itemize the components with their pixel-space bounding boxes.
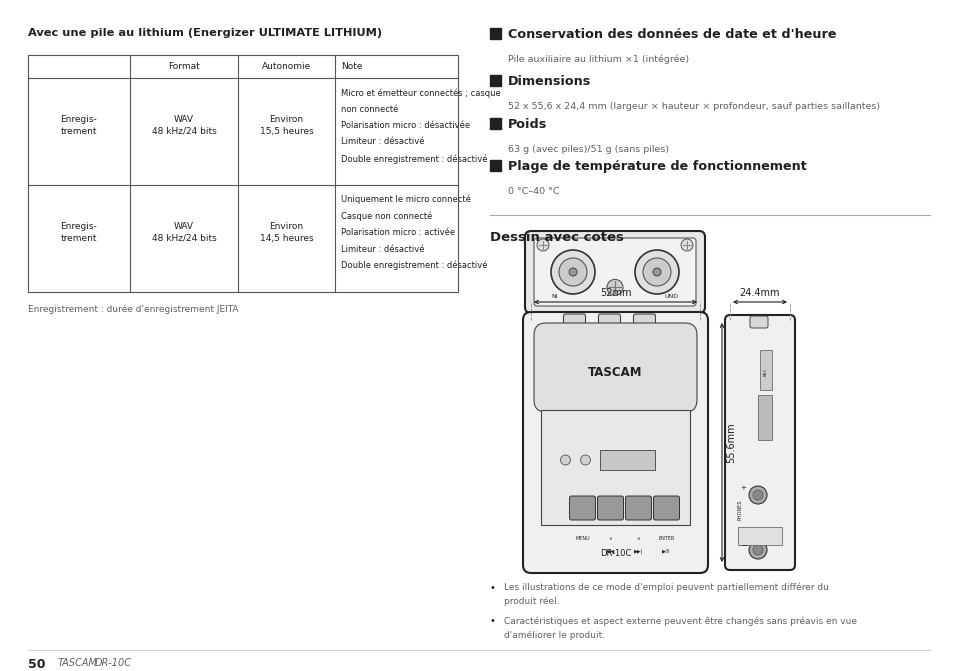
Bar [760,350,771,390]
Circle shape [606,279,622,295]
Text: +: + [740,485,745,491]
Text: Les illustrations de ce mode d'emploi peuvent partiellement différer du: Les illustrations de ce mode d'emploi pe… [503,583,828,592]
Text: ▶▶|: ▶▶| [633,548,642,554]
Circle shape [652,268,660,276]
Circle shape [748,541,766,559]
FancyBboxPatch shape [534,323,697,412]
Circle shape [551,250,595,294]
Text: TASCAM: TASCAM [58,658,97,668]
FancyBboxPatch shape [598,314,619,328]
Text: Polarisation micro : désactivée: Polarisation micro : désactivée [340,121,470,130]
FancyBboxPatch shape [633,314,655,328]
FancyBboxPatch shape [534,238,696,306]
Text: DR-10C: DR-10C [599,548,631,558]
Text: ENTER: ENTER [658,536,674,541]
FancyBboxPatch shape [524,231,704,313]
Text: •: • [490,616,496,626]
Circle shape [635,250,679,294]
Bar [540,410,689,525]
Text: Uniquement le micro connecté: Uniquement le micro connecté [340,195,471,205]
FancyBboxPatch shape [522,312,707,573]
Bar [738,527,781,545]
Text: PHONES: PHONES [738,500,742,520]
Text: NI: NI [551,294,558,299]
Text: Double enregistrement : désactivé: Double enregistrement : désactivé [340,154,487,164]
Text: Format: Format [168,62,200,71]
Text: ∧: ∧ [636,536,639,541]
Text: DR-10C: DR-10C [95,658,132,668]
Text: ∨: ∨ [608,536,612,541]
Circle shape [642,258,670,286]
Text: Dimensions: Dimensions [507,75,591,88]
Text: ▶/II: ▶/II [661,548,670,553]
Text: Double enregistrement : désactivé: Double enregistrement : désactivé [340,261,487,270]
Text: d'améliorer le produit.: d'améliorer le produit. [503,630,604,639]
Text: Casque non connecté: Casque non connecté [340,211,432,221]
Text: TASCAM: TASCAM [588,366,642,378]
Text: Environ
15,5 heures: Environ 15,5 heures [259,115,313,136]
Text: 52mm: 52mm [599,288,631,298]
Text: UND: UND [664,294,679,299]
Text: Avec une pile au lithium (Energizer ULTIMATE LITHIUM): Avec une pile au lithium (Energizer ULTI… [28,28,382,38]
Text: 52 x 55,6 x 24,4 mm (largeur × hauteur × profondeur, sauf parties saillantes): 52 x 55,6 x 24,4 mm (largeur × hauteur ×… [507,102,880,111]
Text: 55.6mm: 55.6mm [725,422,735,463]
FancyBboxPatch shape [563,314,585,328]
FancyBboxPatch shape [724,315,794,570]
Text: Autonomie: Autonomie [262,62,311,71]
Circle shape [752,490,762,500]
FancyBboxPatch shape [749,316,767,328]
Text: WAV
48 kHz/24 bits: WAV 48 kHz/24 bits [152,222,216,243]
Text: 24.4mm: 24.4mm [739,288,780,298]
Circle shape [752,545,762,555]
Text: 63 g (avec piles)/51 g (sans piles): 63 g (avec piles)/51 g (sans piles) [507,145,668,154]
Text: Dessin avec cotes: Dessin avec cotes [490,231,623,244]
Bar [490,28,500,39]
Text: produit réel.: produit réel. [503,597,559,607]
Text: Polarisation micro : activée: Polarisation micro : activée [340,228,455,237]
Text: |◀◀: |◀◀ [605,548,615,554]
Text: Pile auxiliaire au lithium ×1 (intégrée): Pile auxiliaire au lithium ×1 (intégrée) [507,55,688,64]
Text: −: − [740,541,746,550]
Circle shape [537,239,548,251]
Circle shape [560,455,570,465]
FancyBboxPatch shape [653,496,679,520]
Text: Limiteur : désactivé: Limiteur : désactivé [340,138,424,146]
Text: Caractéristiques et aspect externe peuvent être changés sans préavis en vue: Caractéristiques et aspect externe peuve… [503,616,856,625]
Text: Limiteur : désactivé: Limiteur : désactivé [340,244,424,254]
FancyBboxPatch shape [625,496,651,520]
Circle shape [568,268,577,276]
Text: Enregis-
trement: Enregis- trement [61,222,97,243]
Bar [28,55,457,292]
Text: non connecté: non connecté [340,105,398,113]
Circle shape [579,455,590,465]
Bar [490,160,500,171]
FancyBboxPatch shape [569,496,595,520]
Circle shape [748,486,766,504]
Bar [599,450,655,470]
Text: Enregis-
trement: Enregis- trement [61,115,97,136]
Text: Conservation des données de date et d'heure: Conservation des données de date et d'he… [507,28,836,41]
Circle shape [680,239,692,251]
Text: Micro et émetteur connectés ; casque: Micro et émetteur connectés ; casque [340,88,500,97]
Text: Note: Note [340,62,362,71]
FancyBboxPatch shape [597,496,623,520]
Circle shape [558,258,586,286]
Text: REC: REC [763,368,767,376]
Text: WAV
48 kHz/24 bits: WAV 48 kHz/24 bits [152,115,216,136]
Text: MENU: MENU [575,536,589,541]
Bar [490,118,500,129]
Bar [758,395,771,440]
Text: Environ
14,5 heures: Environ 14,5 heures [259,222,313,243]
Bar [490,75,500,86]
Text: 0 °C–40 °C: 0 °C–40 °C [507,187,558,196]
Text: Enregistrement : durée d'enregistrement JEITA: Enregistrement : durée d'enregistrement … [28,304,238,313]
Text: Poids: Poids [507,118,547,131]
Text: •: • [490,583,496,593]
Text: 50: 50 [28,658,46,671]
Text: Plage de température de fonctionnement: Plage de température de fonctionnement [507,160,806,173]
